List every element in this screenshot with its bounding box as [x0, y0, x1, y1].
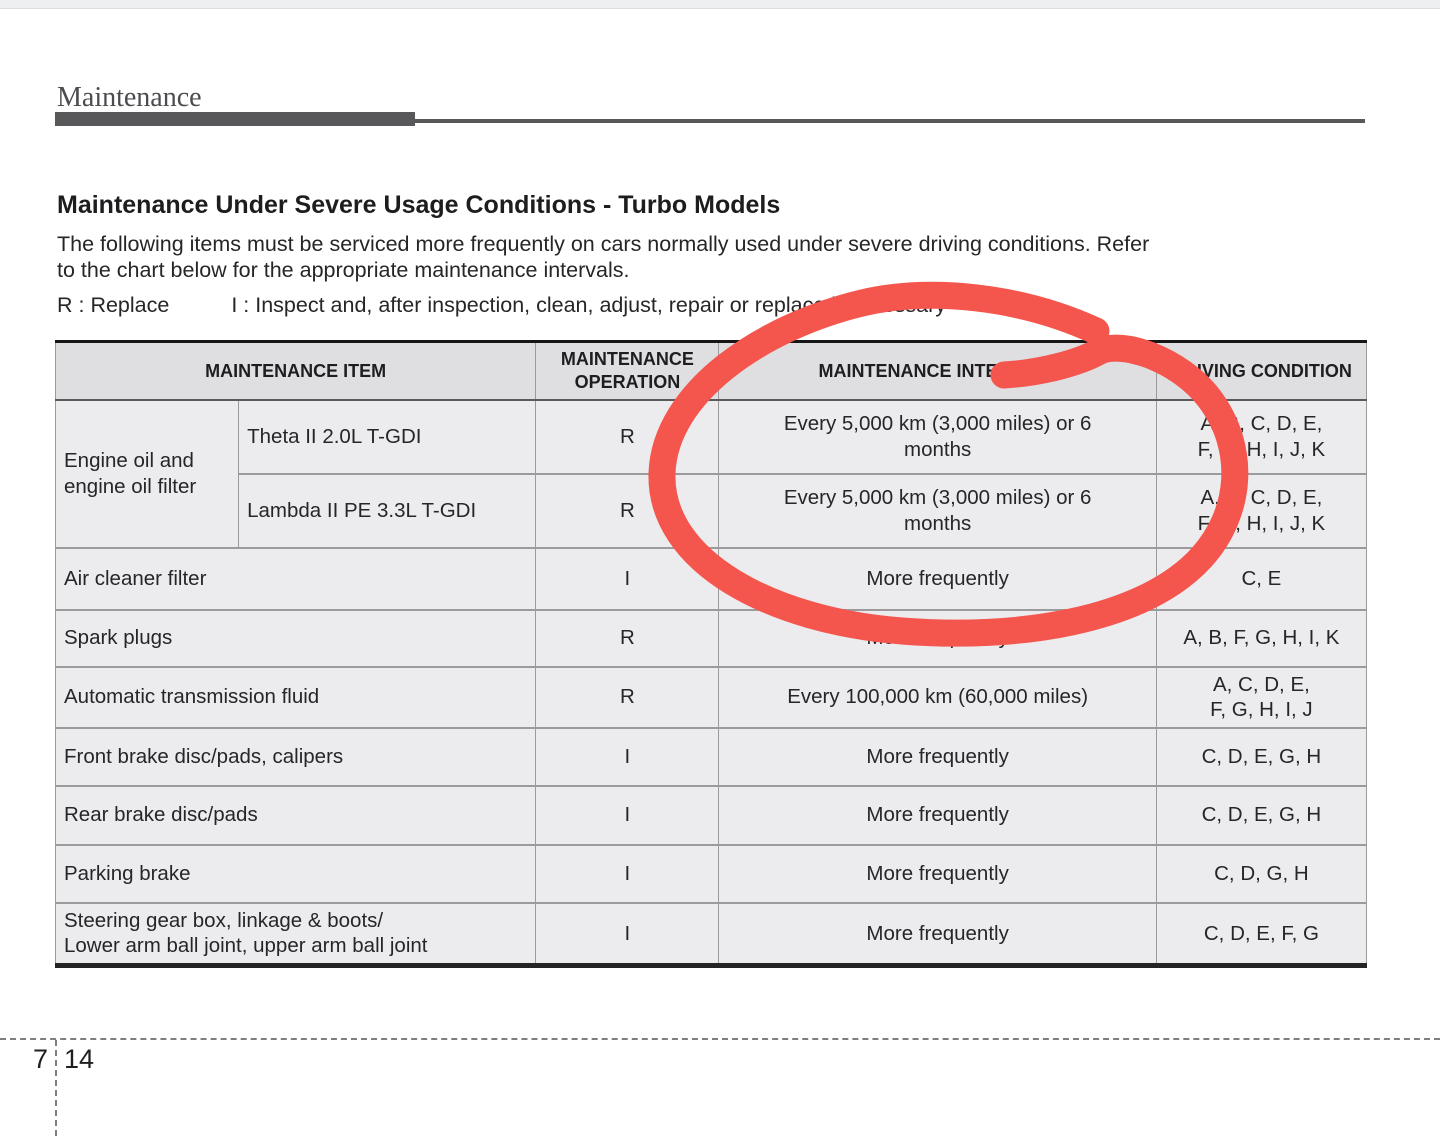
row-item: Lambda II PE 3.3L T-GDI — [238, 472, 537, 549]
row-operation: R — [535, 472, 720, 549]
engine-group-label: Engine oil and engine oil filter — [54, 398, 240, 549]
running-head-rule — [415, 119, 1365, 123]
table-header-row: MAINTENANCE ITEM MAINTENANCE OPERATION M… — [54, 341, 1368, 401]
col-header-maintenance-intervals: MAINTENANCE INTERVALS — [718, 341, 1157, 401]
col-header-maintenance-operation: MAINTENANCE OPERATION — [535, 341, 720, 401]
table-row: Parking brake I More frequently C, D, G,… — [54, 843, 1368, 904]
chapter-number: 7 — [32, 1044, 48, 1074]
row-condition: A, C, D, E, F, G, H, I, J — [1155, 665, 1368, 729]
row-interval: More frequently — [718, 608, 1157, 668]
footer-dashed-divider — [55, 1040, 57, 1136]
row-item: Front brake disc/pads, calipers — [54, 726, 537, 787]
row-condition: C, D, E, G, H — [1155, 784, 1368, 846]
table-row: Engine oil and engine oil filter Theta I… — [54, 398, 1368, 549]
row-condition: C, D, G, H — [1155, 843, 1368, 904]
row-item: Steering gear box, linkage & boots/ Lowe… — [54, 901, 537, 967]
row-item: Air cleaner filter — [54, 546, 537, 611]
row-condition: C, E — [1155, 546, 1368, 611]
row-condition: C, D, E, G, H — [1155, 726, 1368, 787]
row-item: Rear brake disc/pads — [54, 784, 537, 846]
footer-dashed-line — [0, 1038, 1440, 1040]
row-interval: More frequently — [718, 784, 1157, 846]
row-interval: More frequently — [718, 546, 1157, 611]
row-interval: More frequently — [718, 726, 1157, 787]
row-operation: I — [535, 726, 720, 787]
table-row: Rear brake disc/pads I More frequently C… — [54, 784, 1368, 846]
running-head-bar — [55, 112, 415, 126]
row-item: Spark plugs — [54, 608, 537, 668]
row-interval: Every 5,000 km (3,000 miles) or 6 months — [718, 398, 1157, 475]
row-operation: I — [535, 784, 720, 846]
col-header-maintenance-item: MAINTENANCE ITEM — [54, 341, 537, 401]
maintenance-table-wrapper: MAINTENANCE ITEM MAINTENANCE OPERATION M… — [54, 340, 1368, 968]
row-operation: R — [535, 398, 720, 475]
running-head-title: Maintenance — [57, 82, 202, 113]
row-item: Parking brake — [54, 843, 537, 904]
table-row: Air cleaner filter I More frequently C, … — [54, 546, 1368, 611]
row-condition: A, B, C, D, E, F, G, H, I, J, K — [1155, 472, 1368, 549]
window-top-strip — [0, 0, 1440, 9]
row-interval: Every 5,000 km (3,000 miles) or 6 months — [718, 472, 1157, 549]
row-operation: I — [535, 546, 720, 611]
maintenance-table: MAINTENANCE ITEM MAINTENANCE OPERATION M… — [54, 340, 1368, 968]
row-item: Automatic transmission fluid — [54, 665, 537, 729]
legend-inspect: I : Inspect and, after inspection, clean… — [231, 293, 946, 317]
table-row: Front brake disc/pads, calipers I More f… — [54, 726, 1368, 787]
col-header-driving-condition: DRIVING CONDITION — [1155, 341, 1368, 401]
table-row: Spark plugs R More frequently A, B, F, G… — [54, 608, 1368, 668]
row-interval: More frequently — [718, 843, 1157, 904]
row-operation: I — [535, 843, 720, 904]
row-operation: R — [535, 608, 720, 668]
legend-replace: R : Replace — [57, 293, 170, 317]
row-item: Theta II 2.0L T-GDI — [238, 398, 537, 475]
row-interval: More frequently — [718, 901, 1157, 967]
row-operation: R — [535, 665, 720, 729]
row-condition: A, B, F, G, H, I, K — [1155, 608, 1368, 668]
table-row: Automatic transmission fluid R Every 100… — [54, 665, 1368, 729]
table-row: Steering gear box, linkage & boots/ Lowe… — [54, 901, 1368, 967]
row-condition: C, D, E, F, G — [1155, 901, 1368, 967]
section-title: Maintenance Under Severe Usage Condition… — [57, 191, 781, 219]
table-row: Lambda II PE 3.3L T-GDI R Every 5,000 km… — [56, 472, 1368, 549]
section-intro: The following items must be serviced mor… — [57, 232, 1150, 283]
row-operation: I — [535, 901, 720, 967]
row-condition: A, B, C, D, E, F, G, H, I, J, K — [1155, 398, 1368, 475]
legend-line: R : Replace I : Inspect and, after inspec… — [57, 293, 946, 318]
page-number: 14 — [64, 1044, 95, 1074]
row-interval: Every 100,000 km (60,000 miles) — [718, 665, 1157, 729]
